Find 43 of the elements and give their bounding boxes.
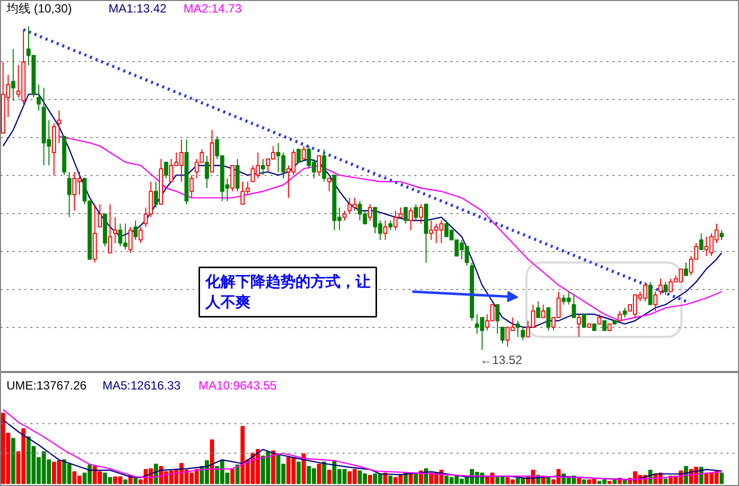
candlestick	[653, 291, 658, 312]
candlestick	[408, 207, 413, 231]
text: MA1:13.42	[108, 2, 167, 16]
bar	[316, 464, 322, 484]
text: MA5:12616.33	[102, 378, 181, 392]
bar	[383, 472, 388, 484]
bar	[296, 462, 301, 484]
candlestick	[260, 158, 266, 176]
text: ←13.52	[480, 352, 522, 367]
bar	[302, 453, 306, 484]
candlestick	[190, 174, 194, 198]
bar	[576, 478, 582, 484]
bar	[720, 472, 724, 484]
bar	[607, 480, 612, 484]
candlestick	[658, 278, 663, 296]
candlestick	[57, 110, 62, 144]
bar	[322, 462, 326, 484]
candlestick	[36, 84, 41, 111]
candlestick	[516, 320, 520, 338]
text: MA10:9643.55	[198, 378, 277, 392]
bar	[546, 477, 550, 484]
candlestick	[113, 216, 118, 244]
chart-title: UME:13767.26	[6, 378, 87, 392]
bar	[123, 479, 128, 484]
candlestick	[235, 158, 240, 192]
bar	[388, 476, 392, 484]
candlestick	[133, 220, 138, 240]
candlestick	[11, 48, 16, 102]
bar	[327, 470, 332, 484]
candlestick	[383, 220, 388, 240]
bar	[664, 478, 668, 484]
bar	[235, 464, 240, 484]
bar	[11, 438, 16, 484]
candlestick	[720, 230, 724, 240]
annotation: 化解下降趋势的方式，让人不爽	[204, 272, 370, 311]
candlestick	[184, 139, 189, 205]
chart-title: 均线 (10,30)	[6, 2, 72, 16]
text: MA2:14.73	[184, 2, 242, 16]
bar	[414, 473, 418, 484]
candlestick	[67, 171, 72, 218]
bar	[368, 474, 372, 484]
bar	[582, 479, 586, 484]
bar	[230, 468, 234, 484]
